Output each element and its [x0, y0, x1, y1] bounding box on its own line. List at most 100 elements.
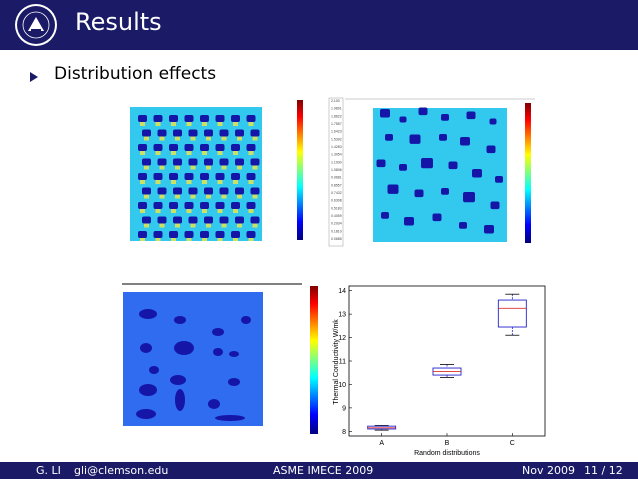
particle	[139, 309, 157, 319]
hotspot	[202, 209, 207, 213]
colorbar-tick: 1.6423	[331, 130, 342, 134]
particle	[215, 173, 225, 180]
hotspot	[221, 136, 227, 141]
particle	[215, 231, 225, 238]
particle	[200, 115, 209, 122]
y-tick-label: 14	[338, 288, 346, 295]
particle	[231, 115, 240, 122]
particle	[173, 216, 182, 224]
hotspot	[206, 194, 211, 199]
hotspot	[159, 165, 165, 170]
particle	[448, 161, 458, 170]
box	[497, 299, 527, 328]
hotspot	[186, 209, 192, 213]
colorbar-tick: 1.0806	[331, 168, 342, 172]
particle	[142, 158, 151, 166]
particle	[204, 187, 213, 195]
particle	[138, 231, 147, 238]
y-tick-label: 11	[339, 359, 346, 366]
field-image-regular	[130, 107, 262, 241]
university-seal-logo	[15, 4, 57, 46]
particle	[169, 202, 178, 209]
colorbar-bottom	[310, 286, 318, 434]
box-plot: 8 9 10 11 12 13 14 A B C Random distributions The…	[333, 285, 546, 457]
y-tick-label: 12	[338, 335, 346, 342]
hotspot	[217, 238, 223, 241]
particle	[387, 184, 399, 194]
particle	[472, 169, 482, 178]
colorbar-tick: 1.5392	[331, 137, 342, 141]
colorbar-tick: 0.7432	[331, 191, 342, 195]
hotspot	[186, 122, 192, 126]
particle	[200, 202, 209, 209]
particle	[246, 144, 256, 151]
colorbar	[525, 103, 531, 243]
hotspot	[186, 151, 192, 155]
particle	[399, 116, 407, 123]
y-tick-label: 8	[342, 429, 346, 436]
hotspot	[237, 194, 242, 199]
particle	[149, 366, 159, 374]
particle	[153, 115, 163, 122]
field-image-random-1	[345, 98, 535, 243]
colorbar-tick: 0.6308	[331, 199, 342, 203]
colorbar-tick: 1.3054	[331, 153, 342, 157]
colorbar-tick: 2.100	[331, 99, 340, 103]
particle	[142, 129, 151, 137]
hotspot	[140, 122, 145, 126]
particle	[441, 114, 449, 121]
hotspot	[186, 238, 192, 241]
hotspot	[252, 194, 258, 199]
hotspot	[206, 136, 211, 141]
particle	[173, 187, 182, 195]
particle	[157, 216, 167, 224]
particle	[404, 217, 414, 226]
particle	[219, 187, 229, 195]
hotspot	[190, 194, 196, 199]
particle	[138, 115, 147, 122]
particle	[184, 231, 194, 238]
particle	[212, 328, 224, 336]
particle	[439, 134, 447, 141]
colorbar-tick: 1.8622	[331, 114, 342, 118]
particle	[188, 187, 198, 195]
hotspot	[217, 122, 223, 126]
hotspot	[140, 180, 145, 184]
hotspot	[144, 223, 149, 228]
particle	[184, 202, 194, 209]
footer-conference: ASME IMECE 2009	[273, 464, 374, 477]
particle	[241, 316, 251, 324]
hotspot	[252, 223, 258, 228]
particle	[231, 173, 240, 180]
particle	[409, 134, 421, 144]
particle	[231, 202, 240, 209]
particle	[138, 202, 147, 209]
hotspot	[155, 122, 161, 126]
particle	[381, 212, 389, 219]
hotspot	[248, 209, 254, 213]
particle	[414, 189, 424, 198]
y-axis-label: Thermal Conductivity W/mk	[333, 319, 340, 405]
field-image-random-2	[122, 283, 302, 426]
particle	[169, 144, 178, 151]
particle	[250, 158, 260, 166]
particle	[385, 134, 393, 141]
particle	[460, 137, 470, 146]
particle	[136, 409, 156, 419]
particle	[246, 115, 256, 122]
particle	[219, 216, 229, 224]
particle	[138, 173, 147, 180]
x-tick-label: B	[445, 440, 450, 447]
footer-date: Nov 2009	[522, 464, 575, 477]
y-tick-label: 10	[338, 382, 346, 389]
particle	[169, 115, 178, 122]
particle	[142, 187, 151, 195]
particle	[204, 158, 213, 166]
hotspot	[186, 180, 192, 184]
particle	[184, 144, 194, 151]
particle	[204, 216, 213, 224]
particle	[175, 389, 185, 411]
hotspot	[233, 238, 238, 241]
hotspot	[175, 194, 180, 199]
particle	[463, 192, 475, 203]
